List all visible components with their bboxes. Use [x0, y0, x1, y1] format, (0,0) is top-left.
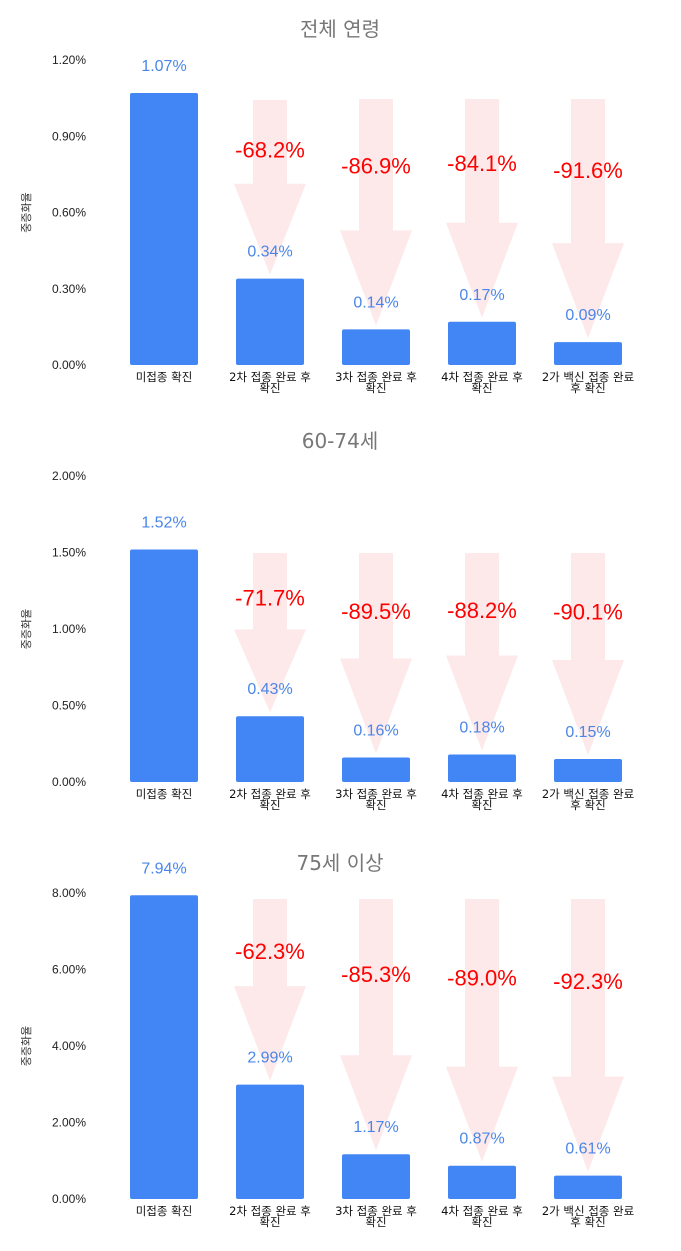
y-tick-label: 0.50% [52, 699, 86, 713]
bar [554, 759, 622, 782]
chart-panel-2: 60-74세 0.00% 0.50% 1.00% 1.50% 2.00% 중증화율 1.52%… [20, 429, 634, 812]
bar [342, 1154, 410, 1199]
y-tick-label: 0.90% [52, 129, 86, 143]
bar-value-label: 0.17% [459, 287, 504, 304]
reduction-arrow-icon [552, 99, 624, 339]
bar-value-label: 1.07% [141, 58, 186, 75]
bar [130, 549, 198, 782]
y-axis-label: 중증화율 [20, 192, 33, 232]
change-percent-label: -90.1% [553, 600, 623, 625]
bar-value-label: 2.99% [247, 1050, 292, 1067]
change-percent-label: -68.2% [235, 138, 305, 163]
bar [342, 329, 410, 365]
y-tick-label: 6.00% [52, 963, 86, 977]
bar [554, 342, 622, 365]
reduction-arrow-icon [234, 899, 306, 1081]
chart-panel-3: 75세 이상 0.00% 2.00% 4.00% 6.00% 8.00% 중증화율 7.94%… [20, 851, 634, 1229]
reduction-arrow-icon [552, 553, 624, 756]
x-tick-label: 3차 접종 완료 후 확진 [335, 787, 417, 812]
x-tick-label: 4차 접종 완료 후 확진 [441, 1204, 523, 1229]
bar-value-label: 0.18% [459, 719, 504, 736]
reduction-arrow-icon [234, 100, 306, 275]
bar [236, 278, 304, 365]
bar-value-label: 1.52% [141, 514, 186, 531]
y-axis-label: 중증화율 [20, 1026, 33, 1066]
reduction-arrow-icon [340, 99, 412, 326]
bar [236, 1084, 304, 1199]
y-tick-label: 0.00% [52, 1192, 86, 1206]
bar [130, 895, 198, 1199]
chart-title: 전체 연령 [300, 17, 380, 41]
bar [342, 757, 410, 782]
change-percent-label: -89.5% [341, 599, 411, 624]
y-tick-label: 2.00% [52, 1116, 86, 1130]
y-tick-label: 4.00% [52, 1039, 86, 1053]
y-tick-label: 0.30% [52, 282, 86, 296]
reduction-arrow-icon [340, 553, 412, 754]
bar-value-label: 0.61% [565, 1141, 610, 1158]
x-tick-label: 2가 백신 접종 완료 후 확진 [542, 1204, 634, 1229]
bar [236, 716, 304, 782]
reduction-arrow-icon [446, 553, 518, 751]
change-percent-label: -91.6% [553, 158, 623, 183]
x-tick-label: 미접종 확진 [136, 370, 193, 384]
chart-title: 60-74세 [302, 429, 379, 453]
bar-value-label: 0.87% [459, 1131, 504, 1148]
change-percent-label: -86.9% [341, 154, 411, 179]
y-tick-label: 1.00% [52, 622, 86, 636]
change-percent-label: -85.3% [341, 962, 411, 987]
reduction-arrow-icon [234, 553, 306, 713]
bar [130, 93, 198, 366]
x-tick-label: 4차 접종 완료 후 확진 [441, 370, 523, 395]
change-percent-label: -88.2% [447, 598, 517, 623]
y-tick-label: 0.00% [52, 358, 86, 372]
change-percent-label: -62.3% [235, 939, 305, 964]
y-axis-label: 중증화율 [20, 609, 33, 649]
x-tick-label: 2가 백신 접종 완료 후 확진 [542, 370, 634, 395]
x-tick-label: 3차 접종 완료 후 확진 [335, 1204, 417, 1229]
reduction-arrow-icon [446, 899, 518, 1162]
bar-value-label: 0.16% [353, 723, 398, 740]
x-tick-label: 2차 접종 완료 후 확진 [229, 787, 311, 812]
x-tick-label: 2차 접종 완료 후 확진 [229, 370, 311, 395]
bar [448, 321, 516, 365]
y-tick-label: 0.00% [52, 775, 86, 789]
bar-value-label: 0.43% [247, 681, 292, 698]
chart-panel-1: 전체 연령 0.00% 0.30% 0.60% 0.90% 1.20% 중증화율 1.07% 미… [20, 17, 634, 395]
x-tick-label: 3차 접종 완료 후 확진 [335, 370, 417, 395]
y-tick-label: 1.20% [52, 53, 86, 67]
y-tick-label: 0.60% [52, 206, 86, 220]
bar-value-label: 1.17% [353, 1119, 398, 1136]
change-percent-label: -71.7% [235, 586, 305, 611]
change-percent-label: -92.3% [553, 969, 623, 994]
bar-value-label: 7.94% [141, 860, 186, 877]
change-percent-label: -89.0% [447, 966, 517, 991]
bar-value-label: 0.09% [565, 307, 610, 324]
reduction-arrow-icon [552, 899, 624, 1172]
x-tick-label: 4차 접종 완료 후 확진 [441, 787, 523, 812]
chart-title: 75세 이상 [296, 851, 383, 875]
reduction-arrow-icon [340, 899, 412, 1151]
bar-value-label: 0.34% [247, 244, 292, 261]
x-tick-label: 2차 접종 완료 후 확진 [229, 1204, 311, 1229]
x-tick-label: 미접종 확진 [136, 1204, 193, 1218]
bar-value-label: 0.14% [353, 294, 398, 311]
bar [554, 1175, 622, 1199]
reduction-arrow-icon [446, 99, 518, 318]
bar [448, 754, 516, 782]
x-tick-label: 2가 백신 접종 완료 후 확진 [542, 787, 634, 812]
x-tick-label: 미접종 확진 [136, 787, 193, 801]
y-tick-label: 2.00% [52, 469, 86, 483]
y-tick-label: 8.00% [52, 886, 86, 900]
y-tick-label: 1.50% [52, 546, 86, 560]
bar-value-label: 0.15% [565, 724, 610, 741]
bar [448, 1165, 516, 1199]
change-percent-label: -84.1% [447, 151, 517, 176]
